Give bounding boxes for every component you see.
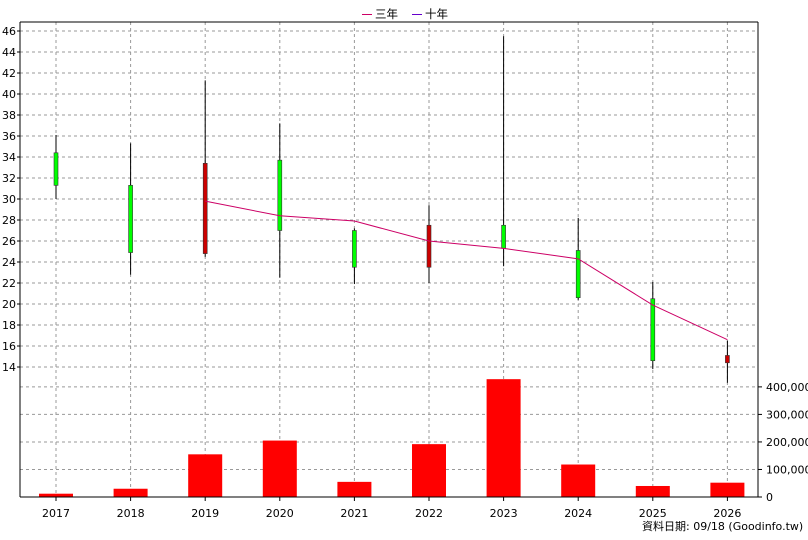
x-tick-label: 2022 (415, 507, 443, 520)
price-tick-label: 40 (2, 88, 16, 101)
candle-body (53, 152, 59, 186)
legend-label-ma10: 十年 (425, 7, 448, 21)
volume-tick-label: 200,000 (766, 436, 808, 449)
volume-bar (710, 482, 745, 497)
price-tick-label: 26 (2, 235, 16, 248)
price-tick-label: 44 (2, 46, 16, 59)
price-tick-label: 34 (2, 151, 16, 164)
price-tick-label: 22 (2, 277, 16, 290)
candle-body (128, 185, 133, 253)
candle-body (277, 159, 283, 231)
price-tick-label: 38 (2, 109, 16, 122)
grid-lines (20, 22, 758, 497)
candle-body (202, 163, 208, 254)
x-tick-label: 2025 (639, 507, 667, 520)
price-tick-label: 46 (2, 25, 16, 38)
x-tick-label: 2019 (191, 507, 219, 520)
candle-body (575, 250, 581, 298)
volume-bar (486, 379, 521, 497)
legend-item-ma3: 三年 (362, 6, 398, 22)
tick-labels: 14161820222426283032343638404244460100,0… (2, 25, 808, 520)
legend-label-ma3: 三年 (375, 7, 398, 21)
volume-bar (337, 481, 372, 497)
volume-bars (39, 379, 745, 497)
price-tick-label: 30 (2, 193, 16, 206)
price-tick-label: 14 (2, 361, 16, 374)
price-tick-label: 32 (2, 172, 16, 185)
volume-bar (635, 485, 670, 497)
candle-body (501, 224, 506, 249)
volume-tick-label: 100,000 (766, 463, 808, 476)
price-tick-label: 20 (2, 298, 16, 311)
price-tick-label: 36 (2, 130, 16, 143)
axes (17, 21, 762, 501)
x-tick-label: 2023 (490, 507, 518, 520)
price-tick-label: 18 (2, 319, 16, 332)
x-tick-label: 2018 (117, 507, 145, 520)
legend-swatch-ma3 (362, 13, 372, 15)
volume-bar (412, 444, 446, 497)
x-tick-label: 2017 (42, 507, 70, 520)
data-date-note: 資料日期: 09/18 (Goodinfo.tw) (642, 520, 804, 533)
x-tick-label: 2024 (564, 507, 592, 520)
ma-line-three-year (205, 200, 728, 341)
volume-bar (113, 488, 148, 497)
volume-tick-label: 300,000 (766, 408, 808, 421)
candlesticks (53, 36, 730, 383)
volume-bar (262, 440, 297, 497)
candle-body (426, 224, 432, 268)
x-tick-label: 2021 (340, 507, 368, 520)
volume-bar (188, 454, 223, 497)
price-tick-label: 28 (2, 214, 16, 227)
legend-swatch-ma10 (412, 13, 422, 15)
moving-average-lines (205, 200, 728, 341)
candle-body (725, 355, 730, 364)
volume-tick-label: 400,000 (766, 381, 808, 394)
price-tick-label: 16 (2, 340, 16, 353)
price-tick-label: 24 (2, 256, 16, 269)
volume-tick-label: 0 (766, 491, 773, 504)
volume-bar (561, 464, 596, 497)
legend: 三年 十年 (362, 6, 448, 22)
candle-body (650, 298, 656, 362)
volume-bar (39, 493, 73, 497)
x-tick-label: 2020 (266, 507, 294, 520)
candle-body (352, 230, 357, 268)
price-tick-label: 42 (2, 67, 16, 80)
x-tick-label: 2026 (713, 507, 741, 520)
legend-item-ma10: 十年 (412, 6, 448, 22)
